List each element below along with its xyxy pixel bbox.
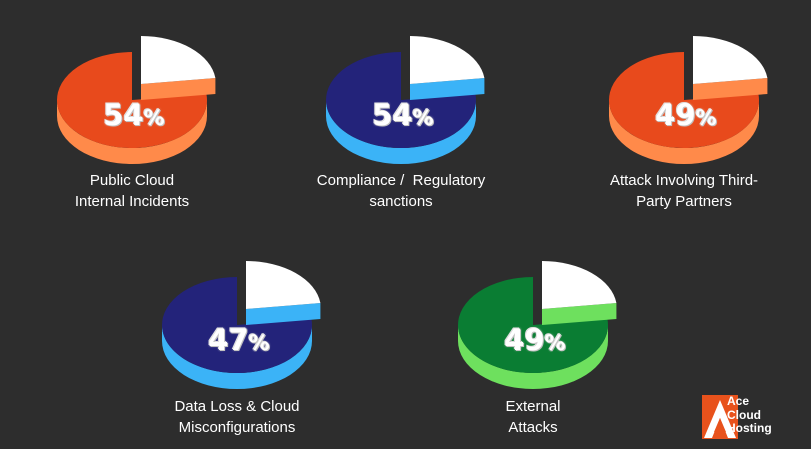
pie-value-number: 47 (208, 323, 249, 357)
pie-value-unit: % (695, 106, 717, 130)
pie-rest-slice (246, 261, 321, 309)
pie-value-slice-side (162, 325, 312, 389)
pie-value-slice (325, 52, 476, 149)
pie-value-label: 49% (475, 323, 595, 357)
pie-category-label-line-2: Internal Incidents (74, 193, 190, 210)
pie-value-number: 54 (103, 98, 144, 132)
pie-value-label: 54% (343, 98, 463, 132)
pie-category-label: Public Cloud Internal Incidents (12, 170, 252, 212)
pie-value-slice-side (326, 100, 476, 164)
pie-rest-slice-side (542, 302, 617, 325)
pie-value-unit: % (412, 106, 434, 130)
pie-rest-slice-side (141, 77, 216, 100)
pie-value-number: 49 (655, 98, 696, 132)
logo-line-3: Hosting (727, 421, 772, 435)
pie-value-unit: % (248, 331, 270, 355)
pie-category-label-line-1: Data Loss & Cloud (174, 398, 300, 415)
pie-rest-slice (410, 36, 485, 84)
logo-text: Ace Cloud Hosting (727, 394, 772, 436)
pie-category-label: Attack Involving Third- Party Partners (564, 170, 804, 212)
pie-value-label: 54% (74, 98, 194, 132)
pie-value-label: 47% (179, 323, 299, 357)
pie-value-slice (162, 277, 312, 374)
pie-value-slice (458, 277, 609, 374)
pie-value-unit: % (544, 331, 566, 355)
pie-category-label-line-1: Compliance / Regulatory (316, 172, 486, 189)
pie-category-label-line-2: Misconfigurations (178, 419, 296, 436)
pie-value-number: 49 (504, 323, 545, 357)
pie-category-label-line-2: sanctions (369, 193, 433, 210)
pie-category-label-line-1: Attack Involving Third- (609, 172, 759, 189)
logo-line-2: Cloud (727, 407, 761, 422)
pie-category-label: Data Loss & Cloud Misconfigurations (117, 396, 357, 438)
pie-value-number: 54 (372, 98, 413, 132)
ace-logo-icon (700, 392, 810, 442)
logo-line-1: Ace (727, 394, 750, 408)
pie-value-slice (609, 52, 760, 148)
pie-category-label-line-2: Party Partners (636, 193, 732, 210)
pie-rest-slice-side (693, 77, 768, 100)
pie-rest-slice (693, 36, 768, 84)
pie-category-label-line-2: Attacks (508, 419, 558, 436)
pie-category-label-line-1: Public Cloud (89, 172, 175, 189)
pie-rest-slice (542, 261, 617, 309)
pie-rest-slice-side (410, 77, 485, 100)
pie-value-label: 49% (626, 98, 746, 132)
pie-value-slice (56, 52, 207, 149)
pie-category-label: Compliance / Regulatory sanctions (281, 170, 521, 212)
pie-category-label: External Attacks (413, 396, 653, 438)
pie-rest-slice-side (246, 302, 321, 325)
pie-value-slice-side (57, 100, 207, 164)
pie-category-label-line-1: External (505, 398, 561, 415)
pie-value-slice-side (458, 325, 608, 389)
pie-rest-slice (141, 36, 216, 84)
pie-value-unit: % (143, 106, 165, 130)
pie-value-slice-side (609, 100, 759, 164)
